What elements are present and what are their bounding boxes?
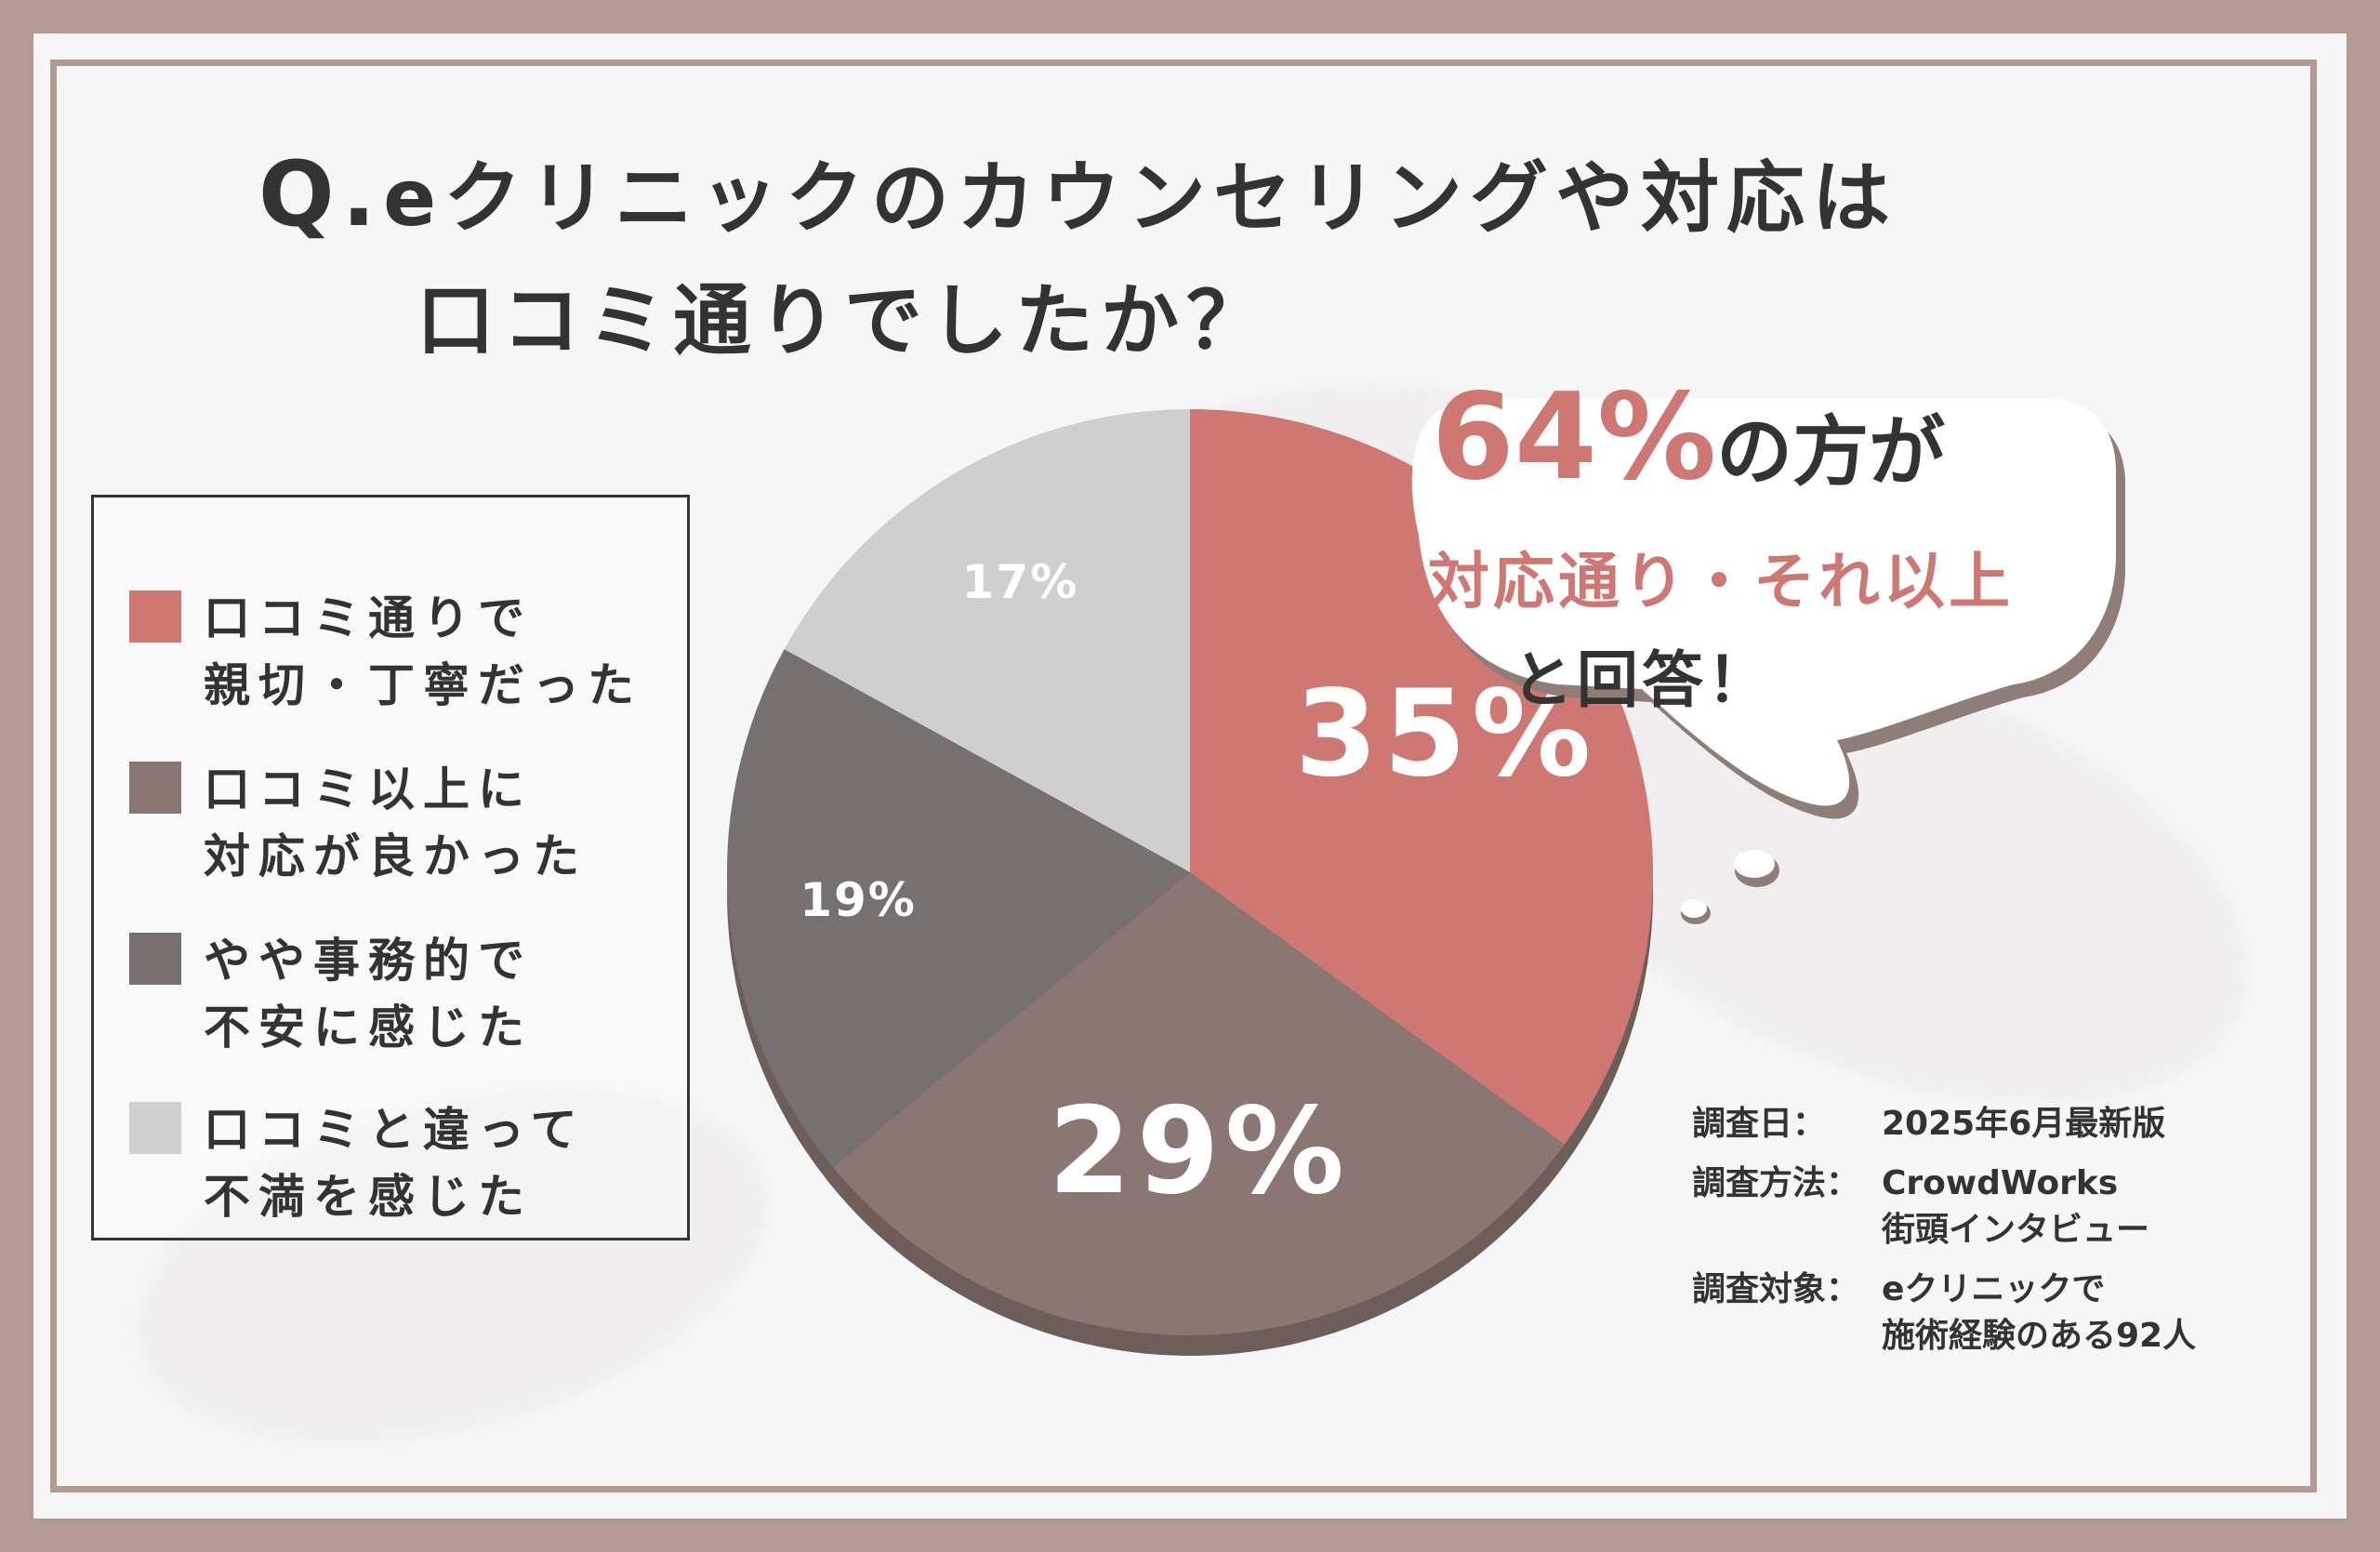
infographic-canvas: Q.eクリニックのカウンセリングや対応は 口コミ通りでしたか？ 口コミ通りで 親切…: [33, 33, 2347, 1519]
pie-chart: 35%29%19%17%: [727, 398, 2125, 1356]
question-prefix: Q.: [258, 142, 384, 246]
pie-slice: [833, 872, 1565, 1335]
bubble-dot: [1681, 899, 1707, 918]
pie-slices: [727, 409, 1653, 1335]
pie-slice: [784, 409, 1190, 872]
legend-label: 口コミと違って 不満を感じた: [204, 1103, 586, 1224]
callout-highlight: 対応通り・それ以上: [1428, 546, 2014, 617]
legend-swatch: [129, 590, 181, 643]
callout-headline: 64%の方が: [1428, 368, 1949, 507]
survey-date-value: 2025年6月最新版: [1882, 1105, 2166, 1143]
survey-method-row: 調査方法： CrowdWorks: [1692, 1161, 2196, 1207]
callout-ending: と回答！: [1512, 644, 1772, 716]
question-text-2: 口コミ通りでしたか？: [416, 275, 1273, 366]
survey-method-label: 調査方法：: [1692, 1164, 1860, 1202]
question-title-line1: Q.eクリニックのカウンセリングや対応は: [258, 136, 1897, 248]
legend-label: やや事務的で 不安に感じた: [204, 934, 533, 1055]
speech-bubble: [1411, 398, 2125, 924]
survey-date-row: 調査日： 2025年6月最新版: [1692, 1101, 2196, 1147]
bubble-dot: [1734, 850, 1775, 878]
pie-slice: [727, 649, 1190, 1168]
pie-slice-label: 17%: [962, 555, 1079, 609]
survey-date-label: 調査日：: [1692, 1105, 1827, 1143]
legend-label: 口コミ通りで 親切・丁寧だった: [204, 591, 642, 712]
survey-target-row: 調査対象： eクリニックで: [1692, 1267, 2196, 1313]
callout-percent: 64%: [1431, 368, 1717, 507]
survey-info: 調査日： 2025年6月最新版 調査方法： CrowdWorks 街頭インタビュー …: [1692, 1101, 2196, 1360]
callout-percent-suffix: の方が: [1716, 408, 1946, 497]
survey-target-label: 調査対象：: [1692, 1270, 1860, 1308]
survey-target-value: eクリニックで: [1882, 1270, 2106, 1308]
question-text-1: eクリニックのカウンセリングや対応は: [383, 153, 1898, 244]
survey-target-value-2: 施術経験のある92人: [1882, 1317, 2197, 1355]
legend-label: 口コミ以上に 対応が良かった: [204, 763, 588, 883]
survey-method-value-2: 街頭インタビュー: [1882, 1211, 2150, 1249]
pie-slice-label: 19%: [800, 873, 917, 927]
bubble-body: [1411, 398, 2116, 806]
legend-swatch: [129, 1102, 181, 1154]
inner-frame: [50, 60, 2317, 1492]
survey-method-value: CrowdWorks: [1882, 1164, 2119, 1202]
survey-method-row-2: 街頭インタビュー: [1692, 1207, 2196, 1254]
legend-swatch: [129, 933, 181, 985]
survey-target-row-2: 施術経験のある92人: [1692, 1313, 2196, 1360]
legend-swatch: [129, 762, 181, 814]
legend: 口コミ通りで 親切・丁寧だった 口コミ以上に 対応が良かった やや事務的で 不安に感じ…: [91, 495, 690, 1240]
question-title-line2: 口コミ通りでしたか？: [416, 259, 1272, 371]
pie-slice-label: 29%: [1049, 1082, 1350, 1221]
